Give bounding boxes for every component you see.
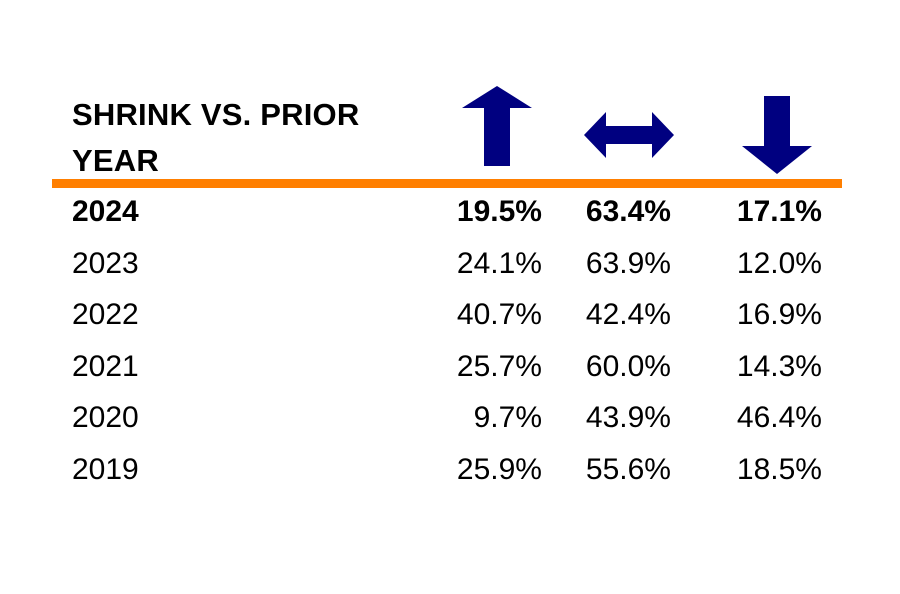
table-row: 2019 25.9% 55.6% 18.5% [0,444,900,496]
year-cell: 2021 [72,349,139,383]
arrow-up-icon [462,86,532,166]
arrow-left-right-icon [584,112,674,158]
year-cell: 2020 [72,401,139,435]
flat-value-cell: 63.4% [585,195,671,228]
increase-value-cell: 9.7% [473,401,542,435]
arrow-up-shape [462,86,532,166]
table-row: 2022 40.7% 42.4% 16.9% [0,289,900,341]
increase-value-cell: 24.1% [456,246,542,280]
flat-value-cell: 63.9% [585,246,671,280]
increase-value-cell: 25.7% [456,349,542,383]
increase-value-cell: 19.5% [456,195,542,228]
decrease-value-cell: 14.3% [736,349,822,383]
decrease-value-cell: 16.9% [736,298,822,332]
header-divider [52,179,842,188]
decrease-value-cell: 17.1% [736,195,822,228]
table-row: 2020 9.7% 43.9% 46.4% [0,392,900,444]
table-row: 2021 25.7% 60.0% 14.3% [0,341,900,393]
flat-value-cell: 60.0% [585,349,671,383]
arrow-left-right-shape [584,112,674,158]
increase-value-cell: 40.7% [456,298,542,332]
decrease-value-cell: 18.5% [736,453,822,486]
flat-value-cell: 42.4% [585,298,671,332]
decrease-value-cell: 46.4% [736,401,822,435]
year-cell: 2023 [72,246,139,280]
arrow-down-icon [742,96,812,174]
flat-value-cell: 43.9% [585,401,671,435]
increase-value-cell: 25.9% [456,453,542,486]
table-row: 2024 19.5% 63.4% 17.1% [0,186,900,238]
decrease-value-cell: 12.0% [736,246,822,280]
flat-value-cell: 55.6% [585,453,671,486]
arrow-down-shape [742,96,812,174]
table-title: SHRINK VS. PRIOR YEAR [72,97,360,178]
year-cell: 2024 [72,195,139,228]
table-row: 2023 24.1% 63.9% 12.0% [0,238,900,290]
year-cell: 2019 [72,453,139,486]
year-cell: 2022 [72,298,139,332]
